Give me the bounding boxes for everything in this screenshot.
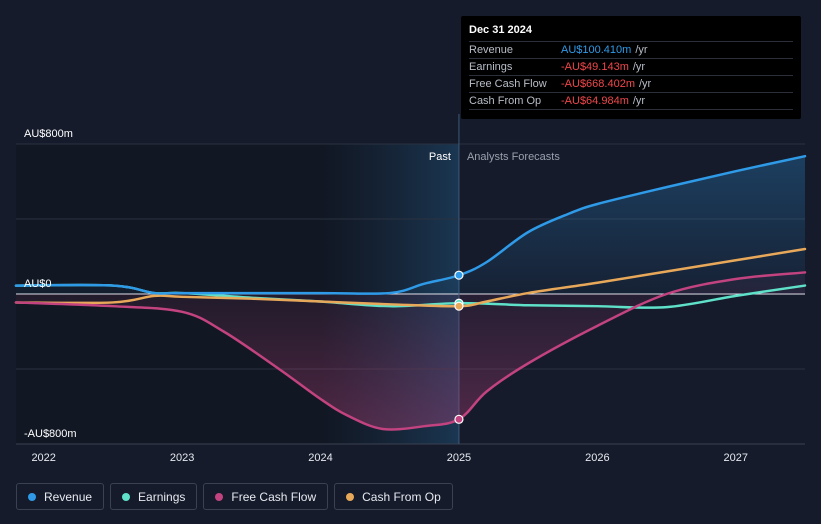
x-tick-label: 2023	[170, 452, 194, 464]
legend-dot-icon	[215, 492, 224, 501]
tooltip-label: Revenue	[469, 44, 514, 56]
tooltip-label: Earnings	[469, 61, 513, 73]
tooltip-value: -AU$668.402m	[561, 78, 635, 90]
past-label: Past	[429, 151, 451, 163]
legend-item-cash-from-op[interactable]: Cash From Op	[334, 483, 453, 510]
tooltip-label: Free Cash Flow	[469, 78, 547, 90]
tooltip-unit: /yr	[639, 78, 652, 90]
cash-from-op-line	[14, 247, 807, 308]
tooltip-row-cash-from-op: Cash From Op -AU$64.984m /yr	[469, 92, 793, 110]
tooltip-row-earnings: Earnings -AU$49.143m /yr	[469, 58, 793, 75]
tooltip-value: -AU$49.143m	[561, 61, 629, 73]
chart-legend: Revenue Earnings Free Cash Flow Cash Fro…	[16, 483, 453, 510]
legend-item-earnings[interactable]: Earnings	[110, 483, 198, 510]
x-tick-label: 2022	[31, 452, 55, 464]
legend-label: Cash From Op	[362, 489, 441, 504]
legend-label: Free Cash Flow	[231, 489, 317, 504]
tooltip-label: Cash From Op	[469, 95, 542, 107]
legend-dot-icon	[28, 492, 36, 501]
legend-item-free-cash-flow[interactable]: Free Cash Flow	[203, 483, 329, 510]
y-tick-label: -AU$800m	[24, 428, 77, 440]
tooltip-date: Dec 31 2024	[469, 24, 532, 36]
revenue-area	[16, 156, 805, 294]
legend-dot-icon	[122, 492, 131, 501]
legend-dot-icon	[346, 492, 355, 501]
free-cash-flow-marker	[454, 414, 464, 424]
tooltip-panel: Dec 31 2024 Revenue AU$100.410m /yr Earn…	[461, 16, 801, 119]
y-tick-label: AU$0	[24, 278, 52, 290]
forecast-label: Analysts Forecasts	[467, 151, 560, 163]
x-tick-label: 2026	[585, 452, 609, 464]
legend-label: Earnings	[138, 489, 186, 504]
tooltip-row-revenue: Revenue AU$100.410m /yr	[469, 41, 793, 58]
tooltip-row-free-cash-flow: Free Cash Flow -AU$668.402m /yr	[469, 75, 793, 92]
tooltip-value: AU$100.410m	[561, 44, 632, 56]
tooltip-value: -AU$64.984m	[561, 95, 629, 107]
x-tick-label: 2025	[447, 452, 471, 464]
revenue-marker	[454, 270, 464, 280]
cash-from-op-marker	[454, 301, 464, 311]
free-cash-flow-area	[16, 272, 805, 430]
tooltip-unit: /yr	[632, 95, 646, 107]
x-tick-label: 2027	[724, 452, 748, 464]
free-cash-flow-line	[14, 271, 807, 431]
x-tick-label: 2024	[308, 452, 332, 464]
y-tick-label: AU$800m	[24, 128, 73, 140]
tooltip-unit: /yr	[632, 61, 646, 73]
legend-label: Revenue	[44, 489, 93, 504]
tooltip-unit: /yr	[635, 44, 648, 56]
legend-item-revenue[interactable]: Revenue	[16, 483, 105, 510]
